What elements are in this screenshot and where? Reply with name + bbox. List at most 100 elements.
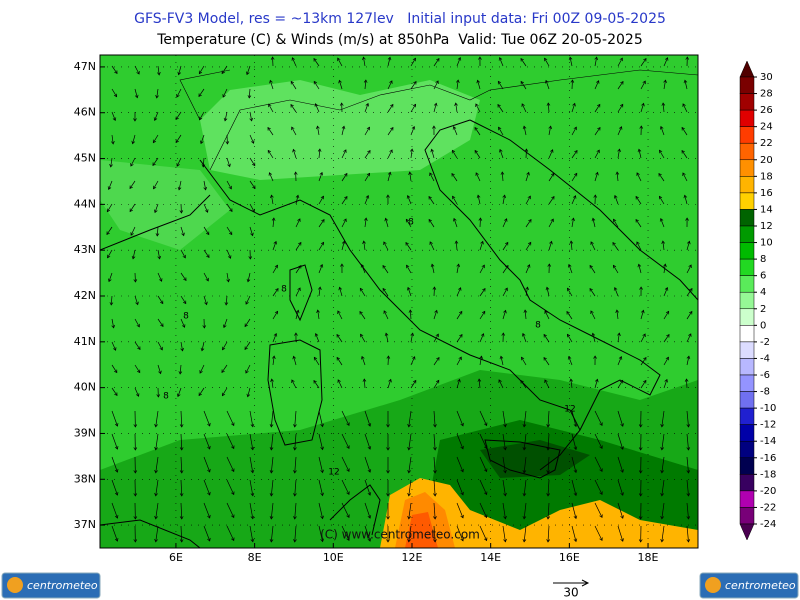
wind-arrow xyxy=(686,264,692,274)
wind-arrow-head xyxy=(198,70,203,75)
wind-arrow-head xyxy=(660,538,664,543)
wind-arrow xyxy=(313,357,320,366)
wind-arrow-head xyxy=(681,126,685,131)
wind-arrow xyxy=(568,356,573,366)
wind-arrow-head xyxy=(360,264,365,268)
wind-arrow-head xyxy=(269,424,274,428)
wind-arrow-head xyxy=(481,310,486,315)
wind-arrow-head xyxy=(222,346,226,351)
wind-arrow xyxy=(522,333,527,343)
wind-arrow xyxy=(224,111,228,121)
wind-arrow xyxy=(548,196,555,205)
wind-arrow-head xyxy=(293,424,297,428)
wind-arrow-head xyxy=(156,394,161,398)
wind-arrow xyxy=(363,57,366,67)
wind-arrow-head xyxy=(177,186,182,191)
wind-arrow-head xyxy=(429,172,433,177)
wind-arrow-head xyxy=(599,468,603,472)
wind-arrow-head xyxy=(367,446,372,450)
wind-arrow-head xyxy=(483,491,488,496)
wind-arrow-head xyxy=(665,310,670,315)
wind-arrow-head xyxy=(321,219,325,223)
wind-arrow xyxy=(502,410,506,427)
wind-arrow-head xyxy=(407,492,411,497)
wind-arrow xyxy=(502,525,506,542)
wind-arrow-head xyxy=(551,195,555,200)
colorbar-label: -16 xyxy=(760,453,776,464)
wind-arrow xyxy=(226,180,232,190)
wind-arrow xyxy=(525,242,532,251)
wind-arrow xyxy=(295,218,301,228)
wind-arrow xyxy=(410,149,413,159)
wind-arrow-head xyxy=(133,493,138,497)
wind-arrow-head xyxy=(229,208,233,213)
wind-arrow xyxy=(594,410,603,426)
wind-arrow-head xyxy=(273,332,278,337)
wind-arrow xyxy=(477,80,481,90)
wind-arrow xyxy=(433,80,439,90)
wind-arrow xyxy=(479,433,487,449)
wind-arrow-head xyxy=(663,263,667,268)
wind-arrow xyxy=(589,265,596,274)
y-tick-label: 45N xyxy=(74,152,96,165)
wind-arrow xyxy=(617,356,622,366)
wind-arrow-head xyxy=(159,300,164,305)
wind-arrow xyxy=(152,157,159,166)
wind-arrow-head xyxy=(114,469,119,473)
wind-arrow-head xyxy=(293,447,297,451)
wind-arrow-head xyxy=(503,309,507,314)
wind-arrow-head xyxy=(367,492,372,496)
wind-arrow xyxy=(567,334,573,343)
wind-arrow-head xyxy=(275,288,279,292)
wind-arrow-head xyxy=(522,516,527,520)
wind-arrow xyxy=(111,525,118,542)
wind-arrow xyxy=(433,310,438,320)
wind-arrow-head xyxy=(159,278,163,282)
wind-arrow xyxy=(433,103,437,113)
x-tick-label: 10E xyxy=(323,551,344,564)
wind-arrow-head xyxy=(180,347,184,352)
wind-arrow xyxy=(107,249,113,258)
wind-arrow-head xyxy=(478,56,482,60)
wind-arrow-head xyxy=(520,380,524,384)
wind-arrow-head xyxy=(452,195,456,200)
wind-arrow xyxy=(249,111,253,121)
wind-arrow-head xyxy=(615,309,619,313)
wind-arrow-head xyxy=(179,447,184,451)
wind-arrow-head xyxy=(687,240,691,245)
wind-arrow xyxy=(410,81,417,90)
wind-arrow xyxy=(545,80,550,90)
wind-arrow-head xyxy=(136,323,140,328)
colorbar-label: 22 xyxy=(760,138,773,149)
wind-arrow xyxy=(176,88,182,98)
wind-arrow xyxy=(225,295,228,305)
wind-arrow-head xyxy=(526,171,530,176)
wind-arrow xyxy=(199,111,205,120)
wind-arrow xyxy=(202,157,205,167)
wind-arrow-head xyxy=(590,310,594,314)
wind-arrow-head xyxy=(686,447,691,451)
wind-arrow xyxy=(382,265,389,274)
colorbar-label: -4 xyxy=(760,353,770,364)
wind-arrow-head xyxy=(659,149,663,154)
wind-arrow xyxy=(617,126,622,136)
wind-arrow-head xyxy=(483,514,488,519)
wind-arrow xyxy=(249,479,254,496)
wind-arrow-head xyxy=(620,80,624,85)
wind-arrow-head xyxy=(224,302,229,306)
wind-arrow xyxy=(249,203,255,213)
wind-arrow-head xyxy=(567,263,572,268)
y-tick-label: 42N xyxy=(74,289,96,302)
wind-arrow xyxy=(222,88,228,98)
wind-arrow xyxy=(433,502,436,519)
wind-arrow-head xyxy=(154,446,158,451)
wind-arrow-head xyxy=(316,125,320,130)
wind-arrow-head xyxy=(497,104,501,108)
wind-arrow-head xyxy=(314,333,319,337)
wind-arrow-head xyxy=(293,539,297,543)
wind-arrow-head xyxy=(270,378,274,382)
colorbar-band xyxy=(739,391,755,409)
wind-arrow xyxy=(456,356,462,366)
wind-arrow xyxy=(433,357,440,366)
wind-arrow-head xyxy=(337,379,341,383)
